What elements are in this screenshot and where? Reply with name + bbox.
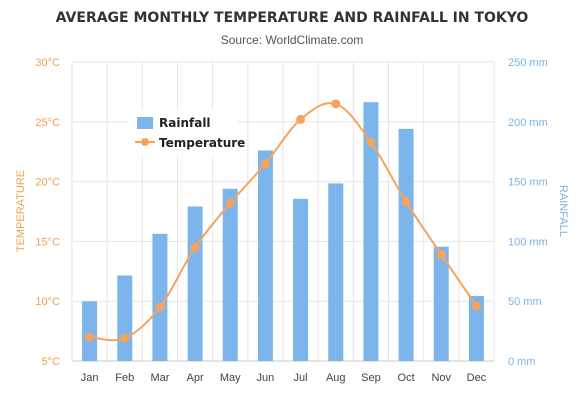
y-right-tick-label: 100 mm (508, 236, 548, 248)
x-tick-label: Feb (115, 372, 134, 384)
legend: Rainfall Temperature (128, 110, 245, 156)
temperature-point (331, 99, 341, 109)
temperature-point (155, 302, 165, 312)
temperature-point (190, 242, 200, 252)
temperature-point (120, 333, 130, 343)
y-left-tick-label: 10°C (35, 296, 60, 308)
rainfall-bar (257, 150, 273, 361)
y-left-tick-label: 15°C (35, 236, 60, 248)
temperature-point (471, 301, 481, 311)
temperature-point (85, 332, 95, 342)
y-right-tick-label: 250 mm (508, 57, 548, 69)
gridlines (71, 61, 495, 362)
x-axis-ticks: Jan Feb Mar Apr May Jun Jul Aug Sep Oct Nov Dec (81, 372, 487, 384)
y-axis-left-title: TEMPERATURE (15, 170, 27, 252)
y-axis-right-title: RAINFALL (557, 185, 569, 237)
rainfall-bar (328, 183, 344, 361)
legend-temperature-marker (141, 138, 149, 146)
y-right-tick-label: 200 mm (508, 117, 548, 129)
x-tick-label: Jun (257, 372, 275, 384)
y-right-tick-label: 150 mm (508, 177, 548, 189)
x-tick-label: May (220, 372, 241, 384)
x-tick-label: Mar (150, 372, 169, 384)
x-tick-label: Jul (294, 372, 308, 384)
y-left-tick-label: 5°C (42, 356, 61, 368)
x-tick-label: Nov (431, 372, 451, 384)
x-tick-label: Aug (326, 372, 346, 384)
rainfall-bar (117, 275, 133, 361)
x-tick-label: Dec (467, 372, 487, 384)
temperature-line-layer (85, 99, 481, 343)
y-left-tick-label: 30°C (35, 57, 60, 69)
left-axis-ticks: 5°C 10°C 15°C 20°C 25°C 30°C (35, 57, 60, 368)
temperature-point (225, 198, 235, 208)
temperature-point (366, 137, 376, 147)
y-right-tick-label: 0 mm (508, 356, 536, 368)
rainfall-bar (152, 233, 168, 361)
y-left-tick-label: 20°C (35, 177, 60, 189)
x-tick-label: Apr (187, 372, 204, 384)
x-tick-label: Oct (398, 372, 415, 384)
legend-rainfall-swatch (137, 117, 153, 129)
legend-temperature-label[interactable]: Temperature (159, 136, 245, 150)
temperature-point (401, 197, 411, 207)
rainfall-bar (222, 188, 238, 361)
legend-rainfall-label[interactable]: Rainfall (159, 116, 211, 130)
rainfall-bar (187, 206, 203, 361)
temperature-point (436, 250, 446, 260)
rainfall-bar (468, 295, 484, 361)
temperature-point (260, 159, 270, 169)
rainfall-bar (82, 301, 98, 361)
x-tick-label: Jan (81, 372, 99, 384)
rainfall-bar (363, 102, 379, 361)
y-right-tick-label: 50 mm (508, 296, 542, 308)
right-axis-ticks: 0 mm 50 mm 100 mm 150 mm 200 mm 250 mm (508, 57, 548, 368)
rainfall-bar (433, 246, 449, 361)
temperature-point (296, 114, 306, 124)
chart-subtitle: Source: WorldClimate.com (221, 33, 364, 47)
x-tick-label: Sep (361, 372, 381, 384)
chart-title: AVERAGE MONTHLY TEMPERATURE AND RAINFALL… (56, 10, 529, 26)
y-left-tick-label: 25°C (35, 117, 60, 129)
rainfall-bar (398, 128, 414, 361)
rainfall-bar (293, 198, 309, 361)
